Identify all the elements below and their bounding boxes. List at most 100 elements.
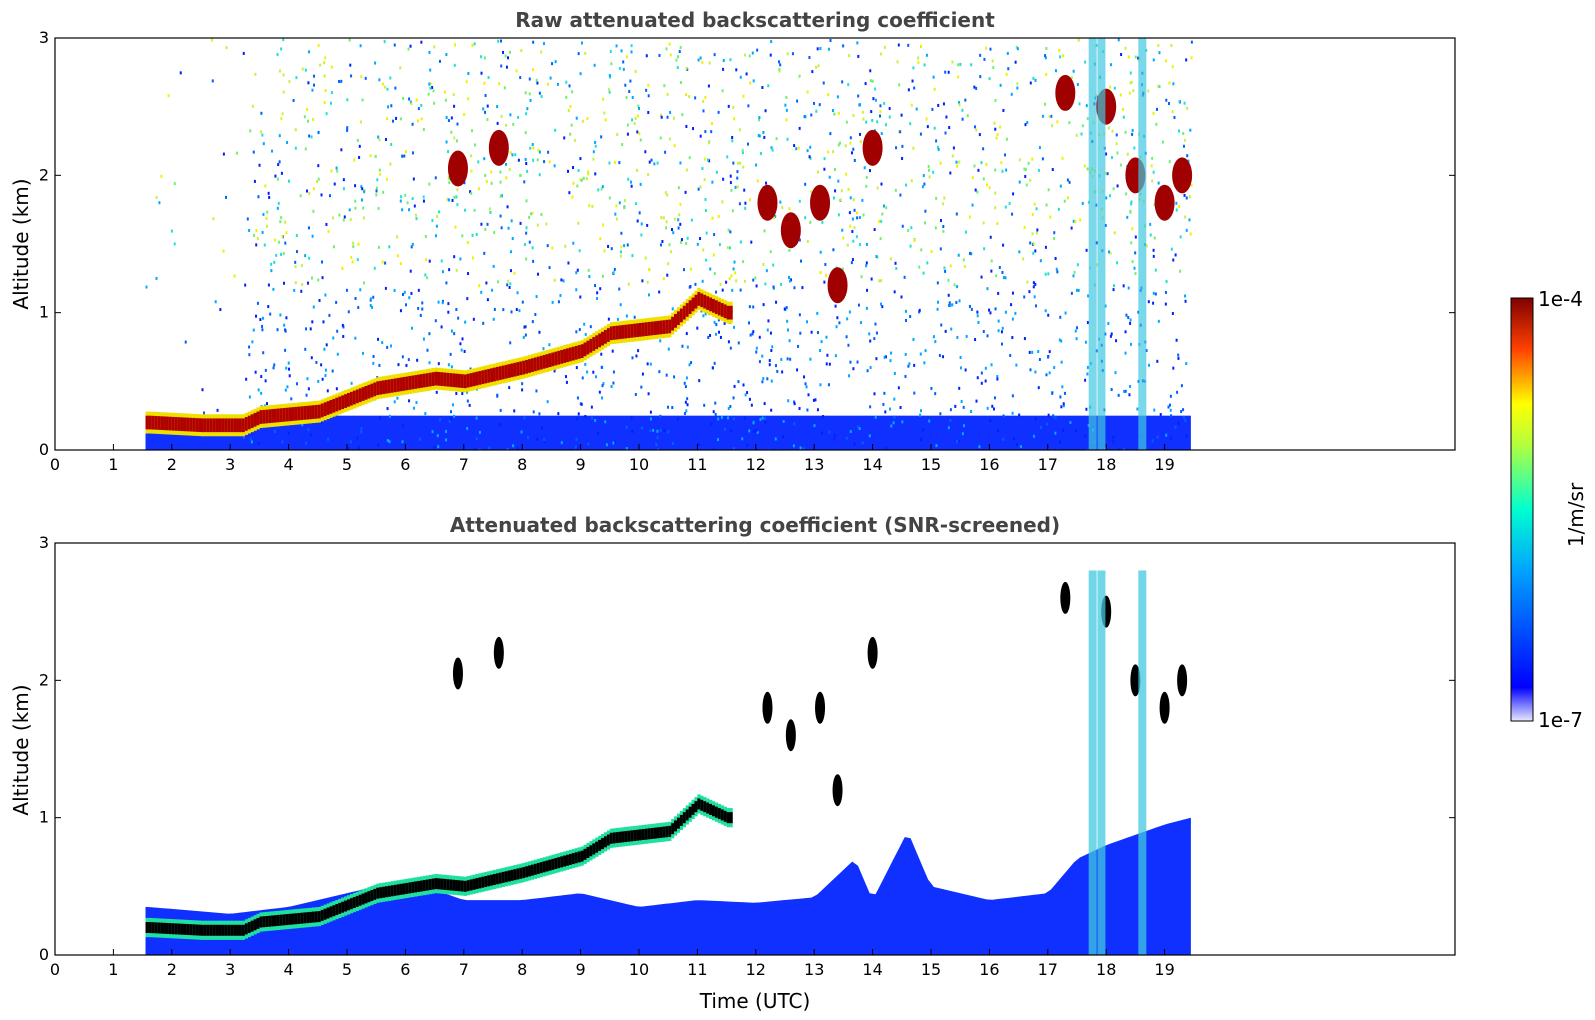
aerosol-layer <box>446 879 450 891</box>
noise-pixel <box>518 309 521 313</box>
noise-pixel <box>816 331 819 335</box>
x-tick-label: 17 <box>1038 455 1058 474</box>
noise-pixel <box>320 193 323 197</box>
noise-pixel <box>702 99 705 103</box>
noise-pixel <box>282 38 285 42</box>
noise-pixel <box>468 403 471 407</box>
noise-pixel <box>647 172 650 176</box>
noise-pixel <box>1080 132 1083 136</box>
noise-pixel <box>706 158 709 162</box>
x-tick-label: 11 <box>687 455 707 474</box>
noise-pixel <box>1109 251 1112 255</box>
noise-pixel <box>453 332 456 336</box>
noise-pixel <box>970 63 973 67</box>
noise-pixel <box>703 157 706 161</box>
noise-pixel <box>295 76 298 80</box>
noise-pixel <box>422 337 425 341</box>
noise-pixel <box>264 379 267 383</box>
aerosol-layer <box>478 371 482 385</box>
noise-pixel <box>744 201 747 205</box>
aerosol-layer <box>326 401 330 415</box>
aerosol-layer <box>665 319 669 334</box>
noise-pixel <box>1158 51 1161 55</box>
noise-pixel <box>893 290 896 294</box>
noise-pixel <box>1183 138 1186 142</box>
aerosol-layer <box>507 870 511 882</box>
noise-pixel <box>381 82 384 86</box>
noise-pixel <box>1008 201 1011 205</box>
noise-pixel <box>1188 218 1191 222</box>
aerosol-layer <box>650 827 654 839</box>
aerosol-layer <box>376 887 380 899</box>
noise-pixel <box>630 416 633 420</box>
noise-pixel <box>684 190 687 194</box>
noise-pixel <box>685 376 688 380</box>
aerosol-layer <box>335 904 339 916</box>
noise-pixel <box>935 139 938 143</box>
noise-pixel <box>1147 89 1150 93</box>
noise-pixel <box>714 332 717 336</box>
noise-pixel <box>528 77 531 81</box>
noise-pixel <box>957 63 960 67</box>
aerosol-layer <box>714 300 719 315</box>
noise-pixel <box>1026 280 1029 284</box>
noise-pixel <box>250 440 253 444</box>
noise-pixel <box>825 362 828 366</box>
noise-pixel <box>466 390 469 394</box>
noise-pixel <box>388 440 391 444</box>
chart-title: Raw attenuated backscattering coefficien… <box>515 8 995 32</box>
noise-pixel <box>1056 270 1059 274</box>
noise-pixel <box>557 412 560 416</box>
noise-pixel <box>942 229 945 233</box>
y-axis-label: Altitude (km) <box>9 684 33 815</box>
noise-pixel <box>1001 169 1004 173</box>
aerosol-layer <box>203 924 208 936</box>
aerosol-layer <box>358 388 362 403</box>
noise-pixel <box>944 70 947 74</box>
noise-pixel <box>461 337 464 341</box>
noise-pixel <box>658 53 661 57</box>
noise-pixel <box>497 39 500 43</box>
noise-pixel <box>980 381 983 385</box>
noise-pixel <box>1038 146 1041 150</box>
noise-pixel <box>261 324 264 328</box>
noise-pixel <box>639 182 642 186</box>
noise-pixel <box>509 341 512 345</box>
noise-pixel <box>1145 244 1148 248</box>
x-tick-label: 7 <box>459 960 469 979</box>
noise-pixel <box>973 164 976 168</box>
x-tick-label: 3 <box>225 960 235 979</box>
noise-pixel <box>804 216 807 220</box>
noise-pixel <box>732 447 735 450</box>
noise-pixel <box>1171 65 1174 69</box>
noise-pixel <box>1024 174 1027 178</box>
aerosol-layer <box>399 377 403 392</box>
noise-pixel <box>845 172 848 176</box>
noise-pixel <box>1182 415 1185 419</box>
noise-pixel <box>510 310 513 314</box>
aerosol-layer <box>221 924 225 936</box>
noise-pixel <box>361 198 364 202</box>
noise-pixel <box>569 448 572 450</box>
noise-pixel <box>999 83 1002 87</box>
noise-pixel <box>284 329 287 333</box>
noise-pixel <box>957 75 960 79</box>
cloud-feature <box>762 691 773 724</box>
aerosol-layer <box>344 900 348 912</box>
aerosol-layer <box>186 417 190 432</box>
noise-pixel <box>904 374 907 378</box>
noise-pixel <box>1165 98 1168 102</box>
noise-pixel <box>386 345 389 349</box>
noise-pixel <box>317 177 320 181</box>
noise-pixel <box>698 442 701 446</box>
noise-pixel <box>785 95 788 99</box>
noise-pixel <box>845 120 848 124</box>
noise-pixel <box>762 262 765 266</box>
aerosol-layer <box>180 417 184 432</box>
noise-pixel <box>709 267 712 271</box>
noise-pixel <box>1116 261 1119 265</box>
noise-pixel <box>949 303 952 307</box>
noise-pixel <box>284 220 287 224</box>
noise-pixel <box>997 319 1000 323</box>
noise-pixel <box>347 310 350 314</box>
